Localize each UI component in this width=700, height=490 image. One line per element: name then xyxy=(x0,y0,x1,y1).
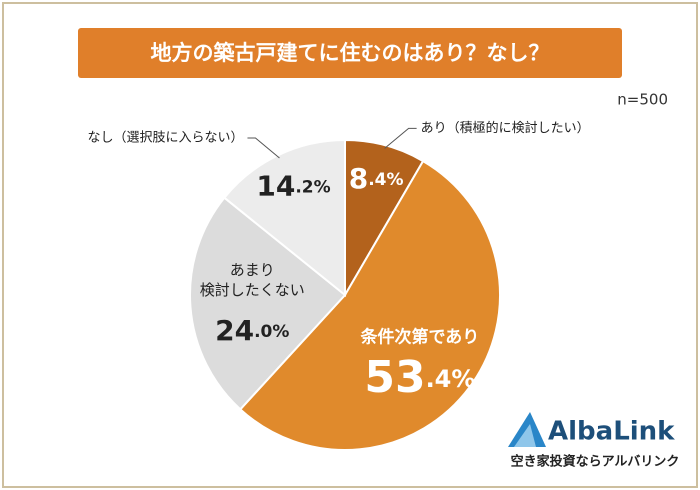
logo-icon xyxy=(514,424,536,447)
value-label-dec: .2% xyxy=(295,177,330,197)
logo: AlbaLink 空き家投資ならアルバリンク xyxy=(508,412,679,470)
slice-name: なし（選択肢に入らない） xyxy=(87,129,243,145)
value-label-int: 53 xyxy=(364,352,425,403)
value-label: 14.2% xyxy=(256,169,330,202)
chart-title: 地方の築古戸建てに住むのはあり？なし？ xyxy=(151,41,550,65)
brand-tagline: 空き家投資ならアルバリンク xyxy=(511,454,680,470)
pie-slice xyxy=(189,196,347,411)
value-label: 24.0% xyxy=(215,314,289,347)
value-label: 8.4% xyxy=(349,162,404,195)
slice-name: 条件次第であり xyxy=(360,327,480,348)
pie: 8.4%あり（積極的に検討したい）53.4%24.0%14.2%なし（選択肢に入… xyxy=(87,120,590,451)
value-label-dec: .0% xyxy=(254,322,289,342)
leader-line xyxy=(384,127,417,149)
value-label-int: 14 xyxy=(256,169,295,202)
value-label-int: 24 xyxy=(215,314,254,347)
sample-size: n=500 xyxy=(617,91,668,109)
pie-slice xyxy=(238,159,501,451)
brand-name: AlbaLink xyxy=(548,417,675,447)
value-label-int: 8 xyxy=(349,162,368,195)
slice-name: あまり 検討したくない xyxy=(199,260,305,299)
title-box xyxy=(78,28,622,78)
value-label-dec: .4% xyxy=(426,365,476,393)
pie-slice xyxy=(222,138,346,298)
leader-line xyxy=(247,137,280,159)
value-label: 53.4% xyxy=(364,352,475,403)
slice-name: あり（積極的に検討したい） xyxy=(421,120,590,136)
value-label-dec: .4% xyxy=(368,170,403,190)
